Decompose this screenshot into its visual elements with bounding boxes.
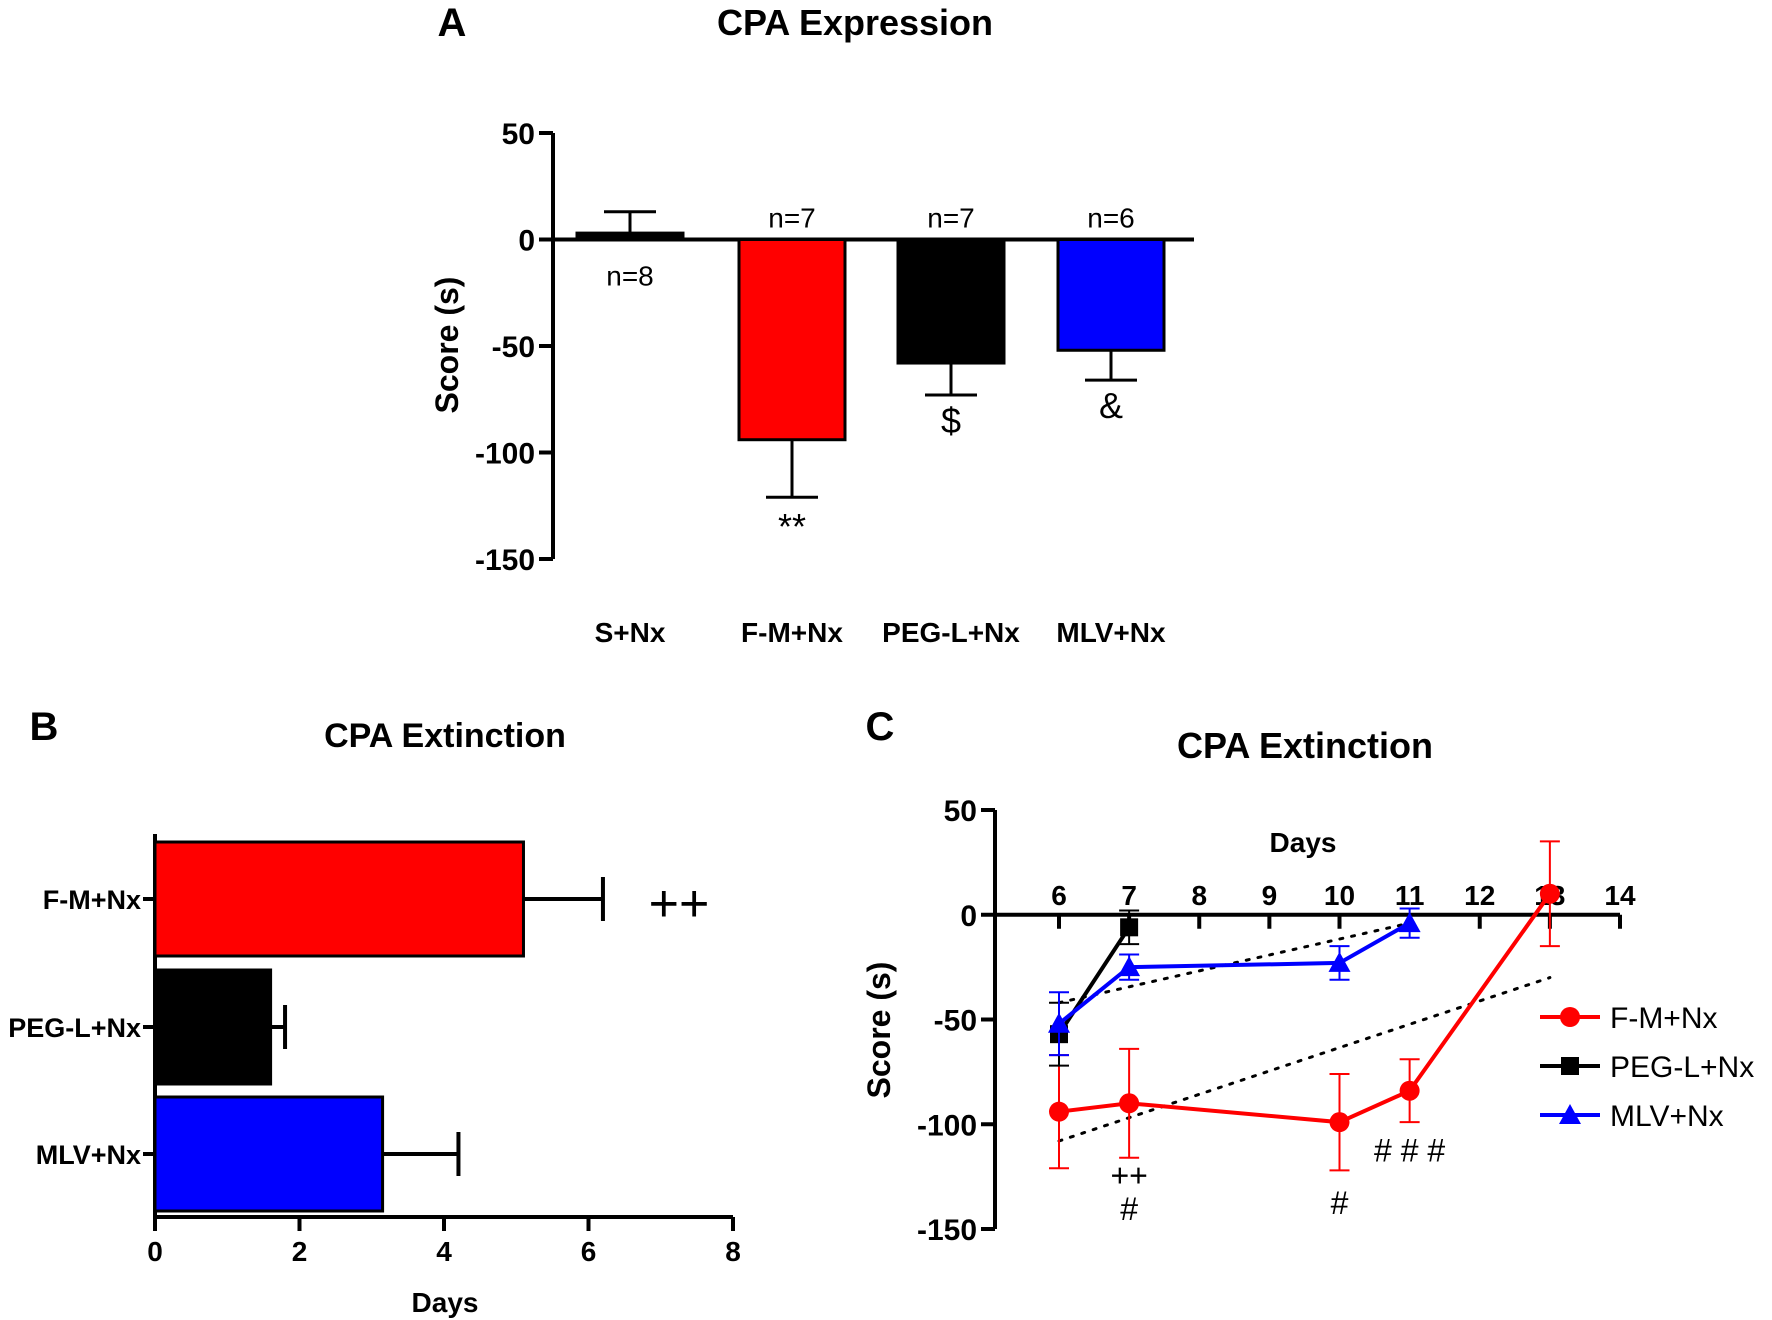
panel-c-data-point	[1539, 883, 1560, 904]
panel-c-data-point	[1329, 1112, 1350, 1133]
panel-c-data-point	[1048, 1012, 1070, 1033]
panel-c-data-point	[1399, 1080, 1420, 1101]
panel-a-axes: 50 0 -50 -100 -150	[475, 118, 1194, 577]
panel-c-xtick-label: 10	[1324, 880, 1355, 911]
panel-c-xtick-label: 14	[1604, 880, 1636, 911]
panel-a-ytick-label: 50	[502, 118, 535, 151]
panel-a-ytick-label: -50	[492, 331, 535, 364]
panel-b-xtick-label: 2	[292, 1236, 308, 1267]
panel-c-ytick-label: -150	[917, 1214, 977, 1247]
panel-c-ytick-label: 0	[960, 900, 977, 933]
panel-a-significance: $	[941, 400, 961, 441]
panel-c-significance: #	[1120, 1191, 1138, 1227]
panel-b-category-label: PEG-L+Nx	[8, 1013, 141, 1043]
panel-a-bars: n=8 S+Nx n=7 ** F-M+Nx n=7 $ PEG-L+Nx n=6 & MLV+Nx	[575, 203, 1166, 648]
panel-a-category-label: MLV+Nx	[1056, 617, 1166, 648]
panel-c-data-point	[1118, 956, 1141, 977]
panel-b-category-label: MLV+Nx	[36, 1140, 141, 1170]
panel-c-legend-marker	[1561, 1057, 1579, 1075]
panel-letter-a: A	[438, 1, 467, 45]
panel-c-series	[1048, 840, 1560, 1172]
panel-a-n-label: n=7	[927, 203, 975, 234]
panel-b-significance: ++	[649, 875, 710, 933]
panel-a-bar	[737, 238, 847, 442]
panel-b-xtick-label: 0	[147, 1236, 163, 1267]
panel-b-bar	[153, 840, 525, 958]
panel-a-significance: &	[1099, 385, 1123, 426]
panel-c-data-point	[1049, 1101, 1069, 1122]
panel-c-ylabel: Score (s)	[861, 962, 897, 1099]
panel-c-series-line	[1057, 926, 1131, 1036]
panel-c-xlabel: Days	[1270, 827, 1337, 858]
panel-a-ytick-label: -100	[475, 438, 535, 471]
panel-a-ylabel: Score (s)	[429, 277, 465, 414]
panel-c-title: CPA Extinction	[1177, 725, 1433, 766]
panel-c-series-line	[1057, 921, 1411, 1026]
panel-c-xtick-label: 12	[1464, 880, 1495, 911]
panel-c-data-point	[1119, 1093, 1140, 1114]
panel-c-xtick-label: 6	[1051, 880, 1067, 911]
panel-a-title: CPA Expression	[717, 2, 993, 43]
panel-c-legend-marker	[1559, 1104, 1581, 1124]
panel-c-trendlines	[1057, 921, 1552, 1143]
panel-c-xtick-label: 11	[1395, 880, 1425, 911]
panel-c-legend-label: PEG-L+Nx	[1610, 1051, 1754, 1084]
panel-b-chart: CPA Extinction Days 0 2 4 6 8 F-M+Nx PEG-L+Nx M…	[8, 717, 741, 1318]
panel-a-n-label: n=7	[768, 203, 816, 234]
panel-c-significance: # # #	[1374, 1132, 1445, 1168]
panel-b-category-label: F-M+Nx	[43, 885, 141, 915]
panel-c-chart: CPA Extinction Days Score (s) 50 0 -50 -100…	[861, 725, 1754, 1247]
panel-b-xtick-label: 8	[725, 1236, 741, 1267]
panel-c-annotations: ++# ## # #	[1110, 1132, 1445, 1227]
panel-c-legend-label: MLV+Nx	[1610, 1100, 1724, 1133]
panel-c-data-point	[1328, 951, 1351, 972]
panel-b-xtick-label: 6	[581, 1236, 597, 1267]
panel-b-xtick-label: 4	[436, 1236, 452, 1267]
panel-b-bar	[153, 968, 273, 1086]
panel-c-xtick-label: 7	[1121, 880, 1137, 911]
panel-a-category-label: PEG-L+Nx	[882, 617, 1020, 648]
panel-a-category-label: F-M+Nx	[741, 617, 843, 648]
panel-a-chart: CPA Expression Score (s) 500-50-100-150 …	[429, 2, 1194, 648]
panel-c-xtick-label: 8	[1191, 880, 1207, 911]
panel-letter-c: C	[866, 705, 895, 749]
panel-b-bars: ++	[153, 840, 710, 1213]
panel-c-ytick-label: -100	[917, 1109, 977, 1142]
panel-c-significance: ++	[1110, 1158, 1147, 1194]
panel-c-data-point	[1120, 918, 1139, 937]
panel-c-significance: #	[1331, 1185, 1349, 1221]
panel-c-data-point	[1398, 912, 1421, 933]
panel-letter-b: B	[30, 705, 59, 749]
panel-a-n-label: n=6	[1087, 203, 1135, 234]
panel-c-ytick-label: 50	[944, 795, 977, 828]
panel-c-legend: F-M+Nx PEG-L+Nx MLV+Nx	[1540, 1002, 1754, 1133]
panel-a-bar	[896, 238, 1006, 365]
panel-b-xlabel: Days	[412, 1287, 479, 1318]
panel-a-significance: **	[778, 506, 806, 547]
panel-c-ytick-label: -50	[934, 1005, 977, 1038]
panel-c-trendline	[1057, 921, 1412, 1005]
panel-c-trendline	[1057, 976, 1552, 1143]
panel-c-xtick-label: 9	[1262, 880, 1278, 911]
panel-a-category-label: S+Nx	[595, 617, 666, 648]
panel-c-axes: 500-50-100-15067891011121314	[917, 795, 1636, 1247]
panel-c-legend-label: F-M+Nx	[1610, 1002, 1718, 1035]
panel-a-ytick-label: -150	[475, 544, 535, 577]
panel-b-bar	[153, 1095, 385, 1213]
panel-a-bar	[1056, 238, 1166, 352]
panel-a-bar	[575, 231, 685, 242]
panel-c-legend-marker	[1560, 1007, 1580, 1027]
panel-a-n-label: n=8	[606, 261, 654, 292]
panel-b-title: CPA Extinction	[324, 717, 566, 755]
panel-a-ytick-label: 0	[518, 225, 535, 258]
